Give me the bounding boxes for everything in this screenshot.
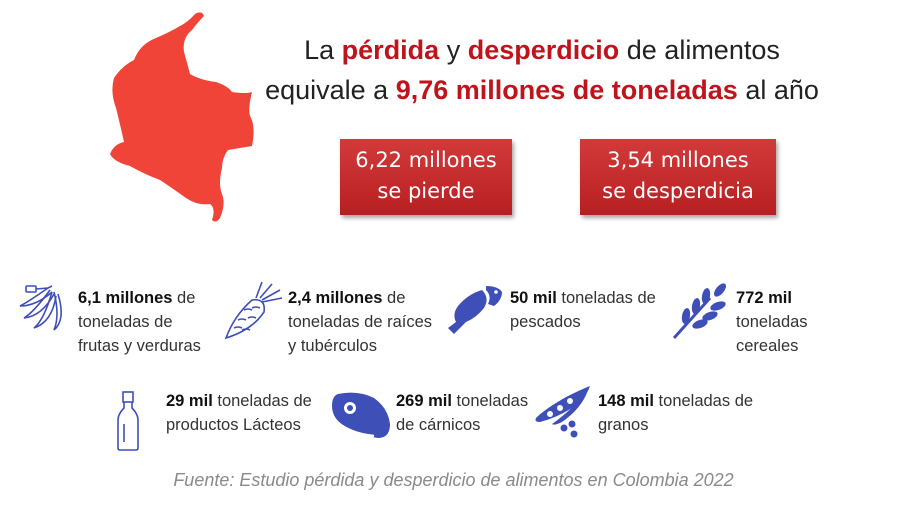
peas-icon: [535, 386, 590, 438]
loss-box: 6,22 millones se pierde: [340, 139, 512, 215]
item-cereals: 772 mil toneladas cereales: [736, 289, 808, 355]
headline: La pérdida y desperdicio de alimentos eq…: [265, 35, 819, 105]
carrot-icon: [224, 281, 283, 340]
item-fish: 50 mil toneladas de pescados: [510, 289, 656, 331]
milk-bottle-icon: [117, 391, 139, 451]
highlight-total: 9,76 millones de toneladas: [395, 75, 738, 105]
meat-icon: [332, 392, 390, 438]
item-dairy: 29 mil toneladas de productos Lácteos: [166, 392, 312, 434]
highlight-perdida: pérdida: [341, 35, 440, 65]
item-fruits: 6,1 millones de toneladas de frutas y ve…: [78, 289, 201, 355]
banana-icon: [19, 285, 62, 331]
highlight-desperdicio: desperdicio: [467, 35, 620, 65]
source-citation: Fuente: Estudio pérdida y desperdicio de…: [173, 470, 734, 490]
colombia-map-icon: [110, 12, 254, 222]
wheat-icon: [672, 283, 726, 340]
item-meat: 269 mil toneladas de cárnicos: [396, 392, 529, 434]
fish-icon: [448, 286, 502, 334]
item-roots: 2,4 millones de toneladas de raíces y tu…: [288, 289, 433, 355]
waste-box: 3,54 millones se desperdicia: [580, 139, 776, 215]
item-grains: 148 mil toneladas de granos: [598, 392, 754, 434]
